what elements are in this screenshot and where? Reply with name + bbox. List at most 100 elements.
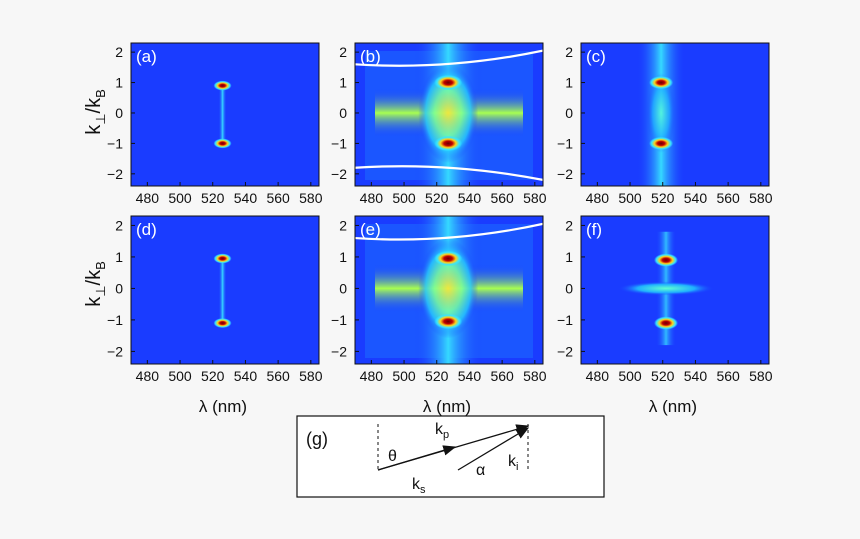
x-tick-label: 480 <box>586 190 610 206</box>
panel-frame <box>580 42 770 187</box>
x-tick-label: 520 <box>651 190 675 206</box>
y-tick-label: 2 <box>339 217 347 233</box>
x-tick-label: 480 <box>360 368 384 384</box>
x-tick-label: 560 <box>266 368 290 384</box>
x-axis-label-center: λ (nm) <box>423 397 471 416</box>
y-axis-label-bottom: k⊥/kB <box>83 261 108 307</box>
kp-label: kp <box>435 421 449 441</box>
panel-field <box>213 80 232 149</box>
y-tick-label: 0 <box>115 105 123 121</box>
ki-label: ki <box>508 453 518 473</box>
y-tick-label: −2 <box>557 166 573 182</box>
inset-frame <box>296 415 605 498</box>
panel-field <box>213 253 232 329</box>
panel-frame <box>130 42 320 187</box>
y-tick-label: −1 <box>557 312 573 328</box>
x-tick-label: 480 <box>136 368 160 384</box>
x-tick-label: 580 <box>299 190 323 206</box>
y-tick-label: 2 <box>565 217 573 233</box>
phase-matching-curve-top <box>355 222 543 241</box>
panel-e: (e) 480 500 520 540 560 580 2 1 0 −1 −2 <box>331 215 547 384</box>
x-tick-label: 580 <box>749 368 773 384</box>
y-tick-label: 2 <box>115 217 123 233</box>
svg-text:k⊥/kB: k⊥/kB <box>83 261 108 307</box>
x-tick-label: 500 <box>392 368 416 384</box>
phase-matching-curve-top <box>355 49 543 67</box>
x-tick-label: 580 <box>523 190 547 206</box>
y-tick-label: 2 <box>339 44 347 60</box>
inset-label: (g) <box>306 429 328 449</box>
x-tick-label: 540 <box>234 190 258 206</box>
x-axis-label-left: λ (nm) <box>199 397 247 416</box>
y-tick-label: −2 <box>107 343 123 359</box>
panel-frame <box>354 42 544 187</box>
peak-spot <box>434 250 463 267</box>
y-tick-label: 1 <box>339 249 347 265</box>
panel-field <box>618 231 715 346</box>
x-tick-label: 520 <box>201 190 225 206</box>
x-tick-label: 560 <box>716 190 740 206</box>
theta-label: θ <box>388 448 397 465</box>
x-tick-label: 500 <box>618 368 642 384</box>
y-tick-label: 1 <box>115 249 123 265</box>
y-tick-label: −1 <box>107 135 123 151</box>
x-tick-label: 560 <box>490 368 514 384</box>
panel-label: (e) <box>360 220 381 239</box>
inset-g: (g) θ α kp ks ki <box>296 415 605 498</box>
peak-spot <box>654 253 679 267</box>
peak-spot <box>434 313 463 330</box>
peak-spot <box>213 80 232 91</box>
x-tick-label: 580 <box>749 190 773 206</box>
x-tick-label: 540 <box>684 190 708 206</box>
x-tick-label: 580 <box>523 368 547 384</box>
panel-field <box>355 216 543 364</box>
panel-label: (f) <box>586 220 602 239</box>
ylabel-sub-perp: ⊥ <box>93 285 108 296</box>
x-tick-label: 560 <box>490 190 514 206</box>
panel-frame <box>354 215 544 365</box>
x-tick-label: 520 <box>425 368 449 384</box>
panel-frame <box>130 215 320 365</box>
x-axis-label-right: λ (nm) <box>649 397 697 416</box>
x-tick-label: 500 <box>168 368 192 384</box>
panels: (a) 480 500 520 540 560 580 2 1 0 −1 −2 (b) 480 500 520… <box>107 42 773 384</box>
panel-label: (d) <box>136 220 157 239</box>
y-tick-label: 1 <box>339 75 347 91</box>
y-axis-label-top: k⊥/kB <box>83 89 108 135</box>
x-tick-label: 560 <box>266 190 290 206</box>
x-tick-label: 520 <box>651 368 675 384</box>
arrow-ks <box>377 445 457 471</box>
y-tick-label: 0 <box>339 105 347 121</box>
panel-label: (a) <box>136 47 157 66</box>
ylabel-mid: /k <box>83 269 105 286</box>
panel-label: (c) <box>586 47 606 66</box>
svg-text:k⊥/kB: k⊥/kB <box>83 89 108 135</box>
panel-field <box>355 43 543 186</box>
x-tick-label: 580 <box>299 368 323 384</box>
panel-c: (c) 480 500 520 540 560 580 2 1 0 −1 −2 <box>557 42 773 206</box>
panel-frame <box>580 215 770 365</box>
x-tick-label: 500 <box>168 190 192 206</box>
y-tick-label: 1 <box>565 249 573 265</box>
x-tick-label: 500 <box>618 190 642 206</box>
y-tick-label: −1 <box>107 312 123 328</box>
panel-label: (b) <box>360 47 381 66</box>
vertical-streak <box>218 256 227 324</box>
x-tick-label: 480 <box>136 190 160 206</box>
peak-spot <box>649 136 674 151</box>
x-tick-label: 540 <box>458 190 482 206</box>
ylabel-sub-b: B <box>93 261 108 270</box>
y-tick-label: −2 <box>107 166 123 182</box>
center-glow <box>647 72 676 153</box>
y-tick-label: 0 <box>565 280 573 296</box>
x-tick-label: 480 <box>360 190 384 206</box>
y-tick-label: −1 <box>331 312 347 328</box>
ylabel-mid: /k <box>83 97 105 114</box>
y-tick-label: −2 <box>331 166 347 182</box>
y-tick-label: −2 <box>557 343 573 359</box>
peak-spot <box>213 138 232 149</box>
x-tick-label: 540 <box>458 368 482 384</box>
x-tick-label: 540 <box>684 368 708 384</box>
arrow-ki <box>457 427 530 471</box>
